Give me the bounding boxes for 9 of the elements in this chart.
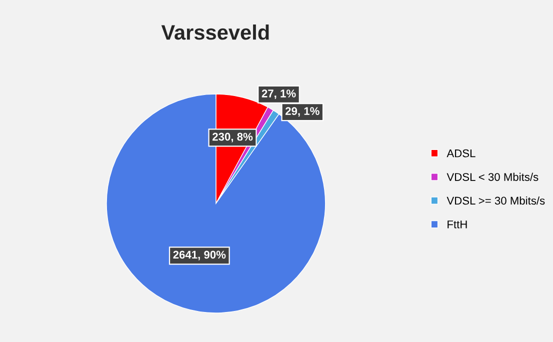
data-label: 230, 8% <box>212 132 253 142</box>
data-label: 29, 1% <box>286 107 320 117</box>
legend-label: ADSL <box>446 149 476 158</box>
data-label: 27, 1% <box>262 90 296 100</box>
legend-label: VDSL < 30 Mbits/s <box>446 172 538 181</box>
data-label: 2641, 90% <box>173 250 226 260</box>
chart-title: Varsseveld <box>161 24 269 40</box>
legend-label: FttH <box>448 220 467 228</box>
legend-label: VDSL >= 30 Mbits/s <box>446 196 545 205</box>
